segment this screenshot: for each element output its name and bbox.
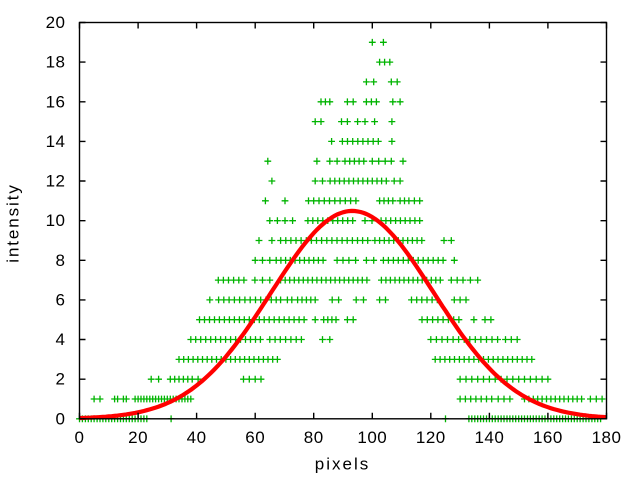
svg-text:6: 6 (56, 290, 66, 309)
svg-text:18: 18 (46, 53, 66, 72)
svg-text:0: 0 (56, 409, 66, 428)
svg-text:16: 16 (46, 92, 66, 111)
svg-text:140: 140 (474, 428, 504, 447)
svg-text:8: 8 (56, 251, 66, 270)
svg-text:160: 160 (533, 428, 563, 447)
svg-text:12: 12 (46, 172, 66, 191)
svg-text:60: 60 (245, 428, 265, 447)
svg-text:0: 0 (75, 428, 85, 447)
svg-text:2: 2 (56, 370, 66, 389)
svg-text:pixels: pixels (315, 455, 370, 474)
svg-text:80: 80 (304, 428, 324, 447)
svg-text:120: 120 (416, 428, 446, 447)
svg-text:4: 4 (56, 330, 66, 349)
svg-text:10: 10 (46, 211, 66, 230)
svg-text:100: 100 (357, 428, 387, 447)
svg-text:20: 20 (128, 428, 148, 447)
svg-text:20: 20 (46, 13, 66, 32)
svg-text:40: 40 (187, 428, 207, 447)
svg-text:14: 14 (46, 132, 66, 151)
svg-text:intensity: intensity (3, 183, 22, 262)
svg-text:180: 180 (592, 428, 622, 447)
